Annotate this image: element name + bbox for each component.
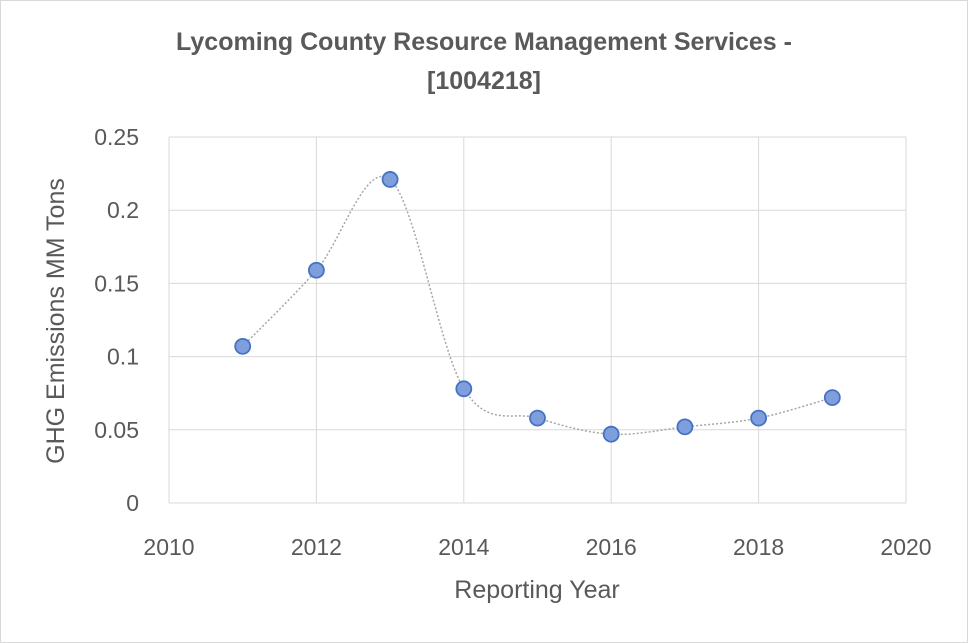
data-point (529, 409, 546, 427)
data-point (676, 418, 694, 436)
data-point (602, 425, 620, 443)
x-tick-label: 2016 (586, 534, 637, 560)
trend-line (242, 175, 833, 436)
y-tick-label: 0.15 (94, 270, 139, 296)
x-axis-title: Reporting Year (454, 576, 619, 604)
tick-labels: 0 0.05 0.1 0.15 0.2 0.25 2010 2012 2014 2016 2018 2… (94, 124, 931, 560)
x-tick-label: 2018 (733, 534, 784, 560)
y-tick-label: 0 (126, 490, 139, 516)
data-point (823, 389, 841, 406)
grid-lines (168, 136, 907, 504)
x-tick-label: 2020 (880, 534, 931, 560)
y-tick-label: 0.05 (94, 417, 139, 443)
y-axis-title: GHG Emissions MM Tons (42, 178, 70, 464)
data-point (234, 337, 252, 355)
chart-title-line-2: [1004218] (427, 67, 541, 95)
y-tick-label: 0.25 (94, 124, 139, 150)
chart-title: Lycoming County Resource Management Serv… (1, 23, 967, 101)
x-tick-label: 2014 (438, 534, 489, 560)
data-point (307, 261, 325, 279)
y-tick-label: 0.2 (107, 197, 139, 223)
data-point (750, 409, 767, 427)
chart-title-line-1: Lycoming County Resource Management Serv… (176, 28, 792, 56)
x-tick-label: 2012 (291, 534, 342, 560)
data-point (381, 171, 399, 188)
trend-line-layer (242, 175, 833, 436)
x-tick-label: 2010 (143, 534, 194, 560)
data-point (455, 380, 473, 398)
y-tick-label: 0.1 (107, 344, 139, 370)
data-points (234, 171, 841, 443)
